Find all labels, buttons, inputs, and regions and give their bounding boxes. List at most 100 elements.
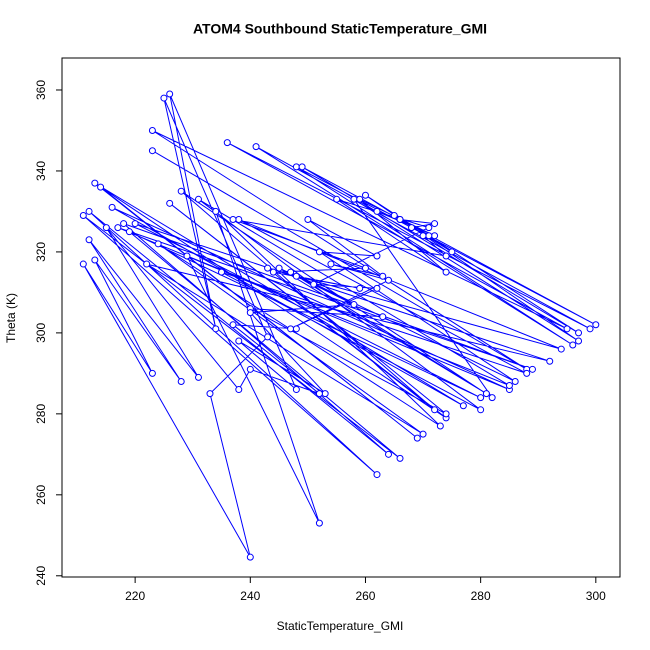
data-point bbox=[246, 365, 254, 373]
data-point bbox=[177, 187, 185, 195]
data-point bbox=[477, 394, 485, 402]
data-point bbox=[269, 268, 277, 276]
data-point bbox=[310, 280, 318, 288]
data-point bbox=[166, 199, 174, 207]
data-point bbox=[390, 211, 398, 219]
y-tick-label: 280 bbox=[34, 404, 48, 424]
data-point bbox=[511, 377, 519, 385]
data-point bbox=[315, 519, 323, 527]
data-point bbox=[85, 236, 93, 244]
data-point bbox=[396, 454, 404, 462]
y-tick-label: 240 bbox=[34, 565, 48, 585]
data-point bbox=[356, 195, 364, 203]
data-point bbox=[373, 252, 381, 260]
data-point bbox=[379, 272, 387, 280]
data-point bbox=[442, 410, 450, 418]
data-point bbox=[327, 260, 335, 268]
data-point bbox=[425, 232, 433, 240]
plot-frame bbox=[61, 57, 621, 578]
data-point bbox=[431, 232, 439, 240]
data-point bbox=[315, 248, 323, 256]
data-point bbox=[275, 264, 283, 272]
data-point bbox=[125, 228, 133, 236]
data-point bbox=[396, 216, 404, 224]
data-point bbox=[91, 256, 99, 264]
data-point bbox=[287, 325, 295, 333]
data-point bbox=[333, 195, 341, 203]
data-point bbox=[373, 284, 381, 292]
data-point bbox=[154, 240, 162, 248]
data-point bbox=[166, 90, 174, 98]
data-point bbox=[528, 365, 536, 373]
data-point bbox=[108, 203, 116, 211]
data-point bbox=[408, 224, 416, 232]
data-point bbox=[592, 321, 600, 329]
x-tick-label: 260 bbox=[355, 589, 375, 603]
data-point bbox=[292, 325, 300, 333]
data-point bbox=[246, 553, 254, 561]
data-point bbox=[212, 207, 220, 215]
data-point bbox=[425, 224, 433, 232]
data-point bbox=[350, 195, 358, 203]
data-point bbox=[546, 357, 554, 365]
data-point bbox=[85, 207, 93, 215]
data-point bbox=[442, 252, 450, 260]
y-tick-label: 340 bbox=[34, 161, 48, 181]
y-tick-label: 300 bbox=[34, 323, 48, 343]
data-point bbox=[287, 268, 295, 276]
data-point bbox=[102, 224, 110, 232]
data-point bbox=[235, 386, 243, 394]
data-point bbox=[235, 337, 243, 345]
data-point bbox=[431, 406, 439, 414]
data-point bbox=[252, 143, 260, 151]
data-point bbox=[575, 329, 583, 337]
x-tick-label: 240 bbox=[240, 589, 260, 603]
data-point bbox=[304, 216, 312, 224]
data-point bbox=[482, 390, 490, 398]
data-point bbox=[419, 430, 427, 438]
data-point bbox=[218, 268, 226, 276]
data-point bbox=[523, 369, 531, 377]
data-point bbox=[177, 377, 185, 385]
data-point bbox=[448, 248, 456, 256]
data-point bbox=[79, 260, 87, 268]
chart-title: ATOM4 Southbound StaticTemperature_GMI bbox=[193, 21, 487, 37]
data-point bbox=[292, 386, 300, 394]
y-tick-label: 360 bbox=[34, 80, 48, 100]
data-point bbox=[148, 369, 156, 377]
data-point bbox=[586, 325, 594, 333]
data-point bbox=[442, 268, 450, 276]
data-point bbox=[206, 390, 214, 398]
data-point bbox=[563, 325, 571, 333]
data-point bbox=[212, 325, 220, 333]
data-point bbox=[97, 183, 105, 191]
data-point bbox=[356, 284, 364, 292]
data-point bbox=[264, 264, 272, 272]
data-point bbox=[194, 373, 202, 381]
data-point bbox=[419, 232, 427, 240]
data-point bbox=[575, 337, 583, 345]
data-point bbox=[148, 126, 156, 134]
x-tick-label: 220 bbox=[125, 589, 145, 603]
data-point bbox=[413, 434, 421, 442]
data-point bbox=[361, 264, 369, 272]
data-point bbox=[120, 220, 128, 228]
data-point bbox=[223, 139, 231, 147]
x-axis-label: StaticTemperature_GMI bbox=[277, 619, 404, 633]
data-point bbox=[373, 207, 381, 215]
data-point bbox=[264, 333, 272, 341]
data-point bbox=[385, 276, 393, 284]
y-tick-label: 260 bbox=[34, 484, 48, 504]
data-point bbox=[315, 390, 323, 398]
data-point bbox=[229, 216, 237, 224]
data-point bbox=[114, 224, 122, 232]
data-point bbox=[361, 191, 369, 199]
data-point bbox=[488, 394, 496, 402]
data-point bbox=[183, 252, 191, 260]
data-point bbox=[298, 163, 306, 171]
x-tick-label: 280 bbox=[471, 589, 491, 603]
data-point bbox=[385, 450, 393, 458]
data-point bbox=[194, 195, 202, 203]
data-point bbox=[246, 309, 254, 317]
